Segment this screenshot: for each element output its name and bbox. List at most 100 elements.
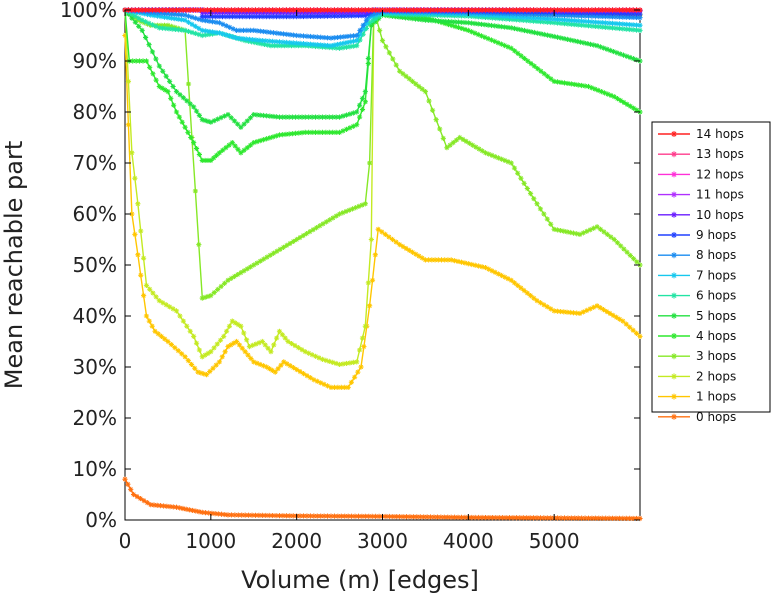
data-point — [223, 14, 229, 20]
data-point — [247, 264, 254, 270]
data-point — [472, 30, 478, 36]
data-point — [485, 36, 491, 42]
data-point — [570, 310, 577, 316]
data-point — [611, 94, 617, 100]
data-point — [314, 7, 320, 13]
data-point — [173, 7, 180, 13]
data-point — [199, 27, 205, 33]
data-point — [518, 27, 524, 33]
data-point — [240, 9, 246, 16]
data-point — [575, 22, 581, 28]
data-point — [620, 11, 626, 17]
data-point — [455, 24, 462, 31]
data-point — [289, 114, 295, 120]
data-point — [575, 82, 581, 88]
data-point — [510, 14, 516, 20]
data-point — [290, 7, 296, 13]
data-point — [206, 31, 212, 38]
data-point — [208, 349, 214, 355]
data-point — [502, 157, 508, 164]
data-point — [413, 81, 419, 87]
data-point — [205, 118, 211, 124]
data-point — [132, 19, 138, 25]
data-point — [359, 202, 365, 208]
data-point — [365, 55, 371, 62]
data-point — [521, 180, 527, 186]
data-point — [548, 76, 554, 82]
data-point — [333, 360, 339, 367]
data-point — [144, 500, 150, 506]
data-point — [165, 338, 171, 345]
data-point — [216, 359, 223, 365]
data-point — [328, 7, 334, 13]
plot-frame — [124, 9, 641, 521]
data-point — [280, 14, 286, 20]
data-point — [623, 321, 629, 327]
data-point — [215, 7, 221, 13]
data-point — [537, 15, 544, 21]
data-point — [254, 260, 260, 266]
data-point — [603, 14, 609, 20]
data-point — [154, 502, 160, 508]
data-point — [544, 19, 550, 25]
data-point — [606, 7, 612, 13]
data-point — [336, 114, 343, 120]
data-point — [403, 7, 410, 13]
data-point — [321, 7, 327, 13]
data-point — [390, 7, 396, 13]
data-point — [551, 308, 557, 314]
data-point — [355, 7, 362, 13]
data-point — [299, 114, 305, 120]
data-point — [193, 108, 200, 114]
legend-marker — [671, 393, 677, 400]
data-point — [596, 515, 602, 521]
data-point — [265, 42, 271, 48]
data-point — [475, 31, 481, 38]
data-point — [558, 308, 564, 315]
data-point — [627, 21, 633, 28]
data-point — [146, 20, 152, 26]
data-point — [193, 508, 199, 514]
data-point — [620, 318, 626, 324]
data-point — [343, 360, 350, 367]
data-point — [447, 142, 453, 148]
data-point — [340, 210, 346, 216]
data-point — [548, 19, 554, 26]
data-point — [301, 9, 307, 16]
legend-marker — [671, 353, 677, 360]
data-point — [541, 302, 547, 308]
data-point — [214, 341, 220, 347]
data-point — [343, 44, 350, 50]
data-point — [241, 330, 247, 336]
data-point — [466, 140, 473, 146]
data-point — [211, 7, 217, 13]
data-point — [462, 514, 468, 521]
data-point — [273, 513, 279, 519]
data-point — [510, 515, 516, 521]
data-point — [592, 86, 598, 92]
legend-label: 11 hops — [696, 188, 744, 202]
data-point — [486, 514, 492, 521]
data-point — [585, 13, 592, 19]
data-point — [589, 7, 595, 13]
data-point — [135, 201, 141, 207]
data-point — [637, 333, 643, 339]
data-point — [170, 83, 176, 90]
data-point — [572, 21, 578, 28]
data-point — [206, 14, 212, 20]
data-point — [382, 231, 388, 237]
data-point — [157, 503, 164, 509]
data-point — [352, 513, 358, 519]
data-point — [493, 515, 499, 521]
data-point — [367, 303, 373, 309]
data-point — [397, 68, 403, 74]
data-point — [452, 514, 458, 520]
data-point — [489, 514, 495, 521]
data-point — [321, 381, 327, 387]
data-point — [605, 91, 611, 97]
data-point — [231, 340, 237, 346]
data-point — [271, 43, 277, 49]
data-point — [521, 287, 527, 294]
data-point — [125, 78, 132, 84]
data-point — [505, 159, 511, 165]
